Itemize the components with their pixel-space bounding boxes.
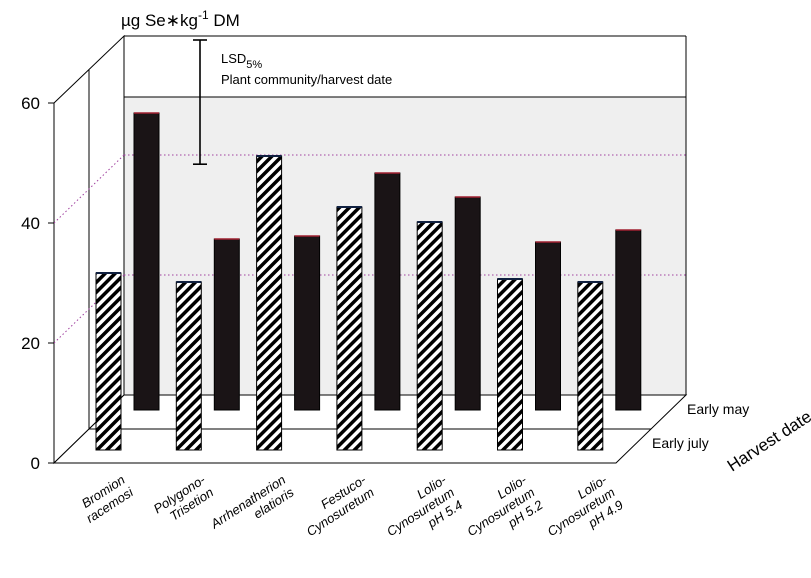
series-label-early-july: Early july [652,435,709,451]
bars [95,112,642,451]
y-tick-label: 20 [21,334,40,353]
lsd-label-sub: 5% [246,59,262,71]
bar-early-july [95,272,122,451]
y-axis-ticks: 0 20 40 60 [21,94,54,473]
bar-early-may [294,235,321,411]
category-label: Lolio-CynosuretumpH 5.4 [376,472,466,552]
lsd-annotation: LSD5% Plant community/harvest date [193,39,392,165]
bar-early-may [535,241,561,411]
bar-early-july [416,221,443,451]
bar-early-july [336,206,363,451]
category-label: Bromionracemosi [75,471,137,525]
bar-early-may [454,196,481,411]
y-tick-label: 60 [21,94,40,113]
category-label: Festuco-Cynosuretum [296,472,378,540]
y-tick-label: 40 [21,214,40,233]
category-label: Polygono-Trisetion [151,472,217,529]
bar-early-july [175,281,202,451]
gridline-side [53,154,125,224]
bar-early-july [256,155,283,451]
bar-early-may [213,238,240,411]
bar-early-may [615,229,642,411]
lsd-label: LSD5% [221,51,262,71]
bar-early-may [374,172,401,411]
category-label: Lolio-CynosuretumpH 4.9 [536,472,626,552]
bar-early-may [133,112,160,411]
series-label-early-may: Early may [687,401,749,417]
bar-early-july [577,281,604,451]
category-labels: Bromionracemosi Polygono-TrisetionArrhena… [75,471,626,552]
depth-axis-label: Harvest date [724,407,811,475]
category-label: Arrhenatherionelatioris [207,472,297,545]
y-axis-label: µg Se∗kg-1 DM [121,8,240,30]
lsd-label-line2: Plant community/harvest date [221,72,392,87]
bar-early-july [497,278,523,451]
y-tick-label: 0 [31,454,40,473]
category-label: Lolio-CynosuretumpH 5.2 [456,472,546,552]
y-axis-label-sup: -1 [198,8,209,22]
